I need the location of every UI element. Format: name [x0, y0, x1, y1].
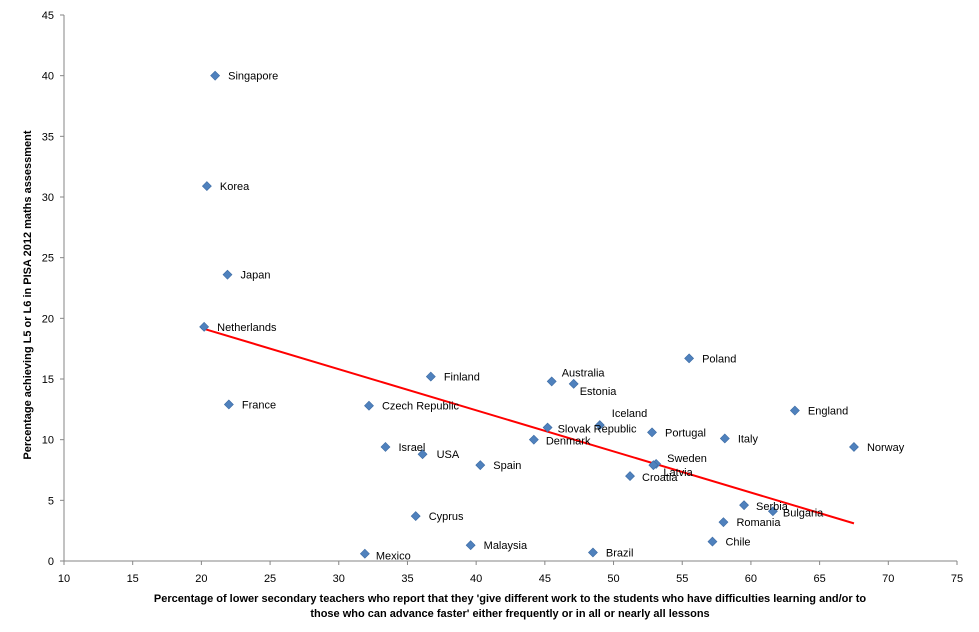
- y-tick-label: 0: [48, 556, 54, 568]
- data-point-label: USA: [437, 449, 460, 461]
- data-point-label: Portugal: [665, 427, 706, 439]
- x-tick-label: 35: [401, 573, 413, 585]
- data-point: [425, 371, 436, 382]
- data-point: [528, 434, 539, 445]
- data-point-label: Mexico: [376, 551, 411, 563]
- data-point-label: Japan: [240, 270, 270, 282]
- data-point-label: Cyprus: [429, 511, 464, 523]
- x-axis-title-line-1: Percentage of lower secondary teachers w…: [153, 593, 867, 605]
- data-point-label: Israel: [398, 442, 425, 454]
- x-axis-title-line-2: those who can advance faster' either fre…: [310, 608, 710, 620]
- data-point-label: Finland: [444, 372, 480, 384]
- x-tick-label: 25: [264, 573, 276, 585]
- x-tick-label: 55: [676, 573, 688, 585]
- data-point: [546, 376, 557, 387]
- data-point: [647, 427, 657, 438]
- data-point: [199, 321, 210, 332]
- y-ticks: 0 5 10 15 20 25 30 35 40 45: [42, 10, 64, 568]
- y-tick-label: 45: [42, 10, 54, 22]
- x-tick-label: 70: [882, 573, 894, 585]
- x-tick-label: 50: [607, 573, 619, 585]
- x-tick-label: 40: [470, 573, 482, 585]
- x-tick-label: 45: [539, 573, 551, 585]
- data-point: [594, 420, 605, 431]
- data-point: [707, 536, 718, 547]
- y-tick-label: 30: [42, 192, 54, 204]
- y-tick-label: 10: [42, 435, 54, 447]
- data-point-label: Serbia: [756, 501, 789, 513]
- data-point-label: Poland: [702, 353, 736, 365]
- data-points: [199, 70, 859, 559]
- data-point: [380, 442, 391, 452]
- data-point: [475, 460, 486, 471]
- x-tick-label: 65: [813, 573, 825, 585]
- data-point-label: Netherlands: [217, 322, 277, 334]
- data-point-label: Brazil: [606, 548, 634, 560]
- y-tick-label: 15: [42, 374, 54, 386]
- data-point: [364, 400, 374, 411]
- y-tick-label: 35: [42, 131, 54, 143]
- data-point-label: France: [242, 399, 276, 411]
- data-point: [465, 540, 476, 551]
- axes: [63, 15, 957, 562]
- data-point: [223, 399, 234, 410]
- data-point-label: Croatia: [642, 472, 678, 484]
- data-point: [410, 511, 421, 522]
- y-tick-label: 40: [42, 71, 54, 83]
- data-point-label: Korea: [220, 181, 250, 193]
- point-labels: Singapore Korea Japan Netherlands France Czec…: [217, 71, 905, 563]
- data-point: [767, 506, 778, 517]
- data-point: [201, 181, 212, 192]
- data-point: [739, 500, 749, 511]
- data-point: [359, 548, 370, 559]
- data-point-label: Norway: [867, 442, 905, 454]
- data-point: [849, 442, 859, 452]
- x-tick-label: 30: [333, 573, 345, 585]
- data-point: [718, 517, 729, 528]
- y-tick-label: 25: [42, 253, 54, 265]
- data-point-label: Czech Republic: [382, 401, 460, 413]
- data-point: [648, 460, 659, 471]
- data-point-label: Spain: [493, 460, 521, 472]
- data-point: [684, 353, 695, 364]
- data-point: [417, 449, 428, 460]
- data-point: [568, 378, 579, 389]
- data-point-label: Romania: [736, 517, 781, 529]
- data-point: [719, 433, 730, 444]
- data-point: [210, 70, 221, 81]
- data-point-label: Singapore: [228, 71, 278, 83]
- data-point-label: Estonia: [580, 386, 618, 398]
- x-tick-label: 15: [127, 573, 139, 585]
- data-point-label: Australia: [562, 367, 606, 379]
- data-point-label: Iceland: [612, 408, 647, 420]
- data-point: [222, 269, 233, 280]
- data-point-label: Denmark: [546, 436, 591, 448]
- data-point: [625, 471, 635, 481]
- x-axis-title: Percentage of lower secondary teachers w…: [100, 592, 920, 622]
- x-tick-label: 10: [58, 573, 70, 585]
- y-tick-label: 20: [42, 313, 54, 325]
- data-point-label: Bulgaria: [783, 507, 824, 519]
- data-point: [588, 547, 598, 558]
- data-point-label: Slovak Republic: [558, 424, 637, 436]
- data-point: [789, 405, 800, 416]
- x-ticks: 10 15 20 25 30 35 40 45 50 55 60 65 70 75: [58, 561, 963, 585]
- data-point-label: Italy: [738, 433, 759, 445]
- y-tick-label: 5: [48, 495, 54, 507]
- data-point-label: Chile: [725, 537, 750, 549]
- x-tick-label: 75: [951, 573, 963, 585]
- data-point-label: Latvia: [663, 467, 693, 479]
- trendline: [201, 327, 855, 525]
- x-tick-label: 20: [195, 573, 207, 585]
- y-axis-title: Percentage achieving L5 or L6 in PISA 20…: [22, 130, 34, 460]
- x-tick-label: 60: [745, 573, 757, 585]
- data-point: [542, 422, 553, 433]
- data-point-label: Malaysia: [484, 540, 528, 552]
- data-point-label: Sweden: [667, 453, 707, 465]
- data-point-label: England: [808, 406, 848, 418]
